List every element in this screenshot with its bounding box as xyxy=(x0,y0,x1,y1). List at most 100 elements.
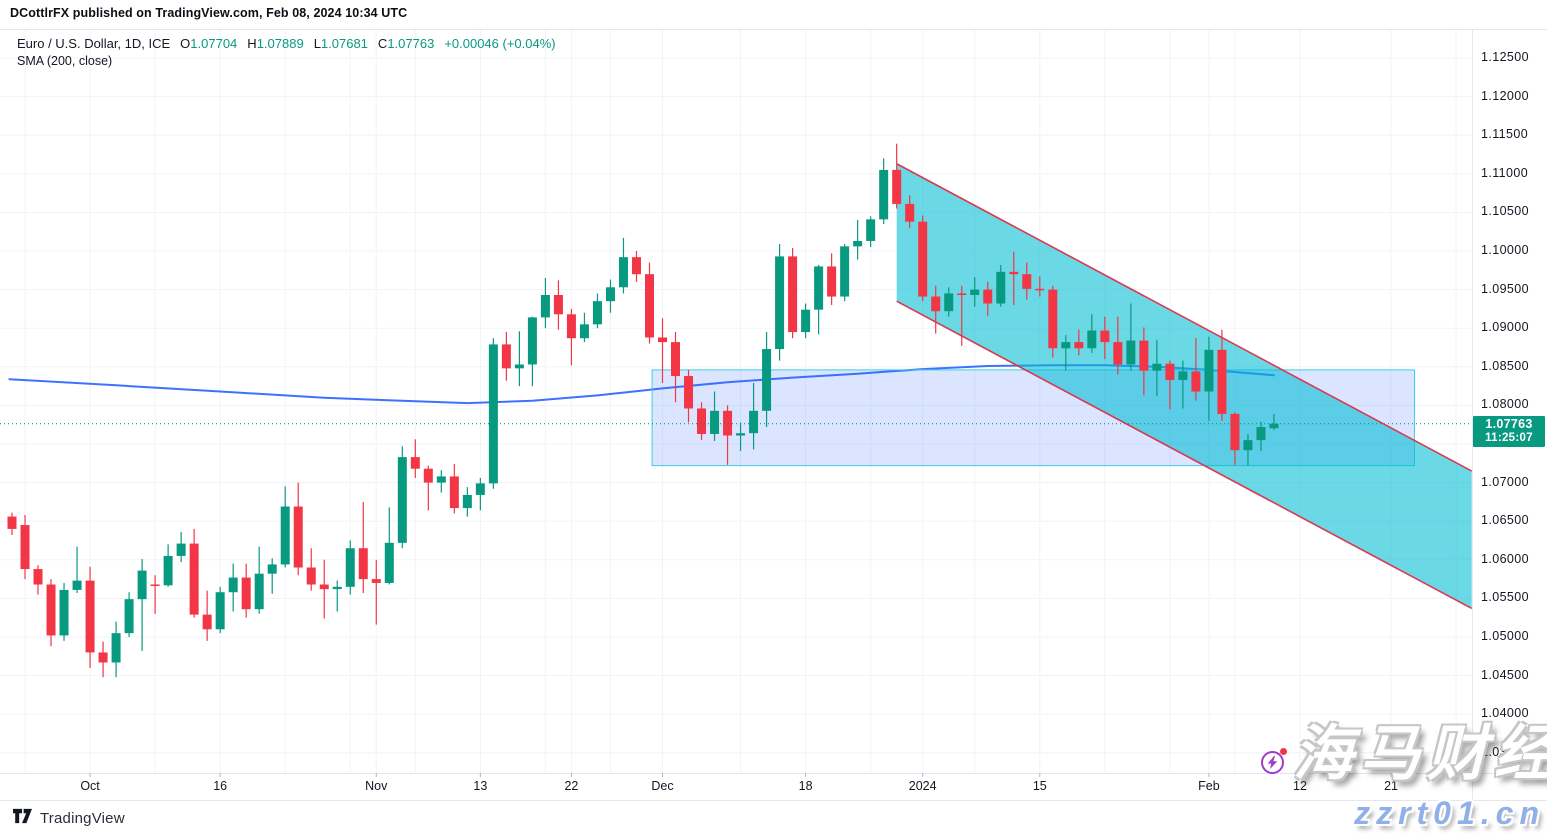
candle xyxy=(736,422,746,451)
candle xyxy=(762,332,772,428)
open-label: O xyxy=(180,36,191,51)
candle xyxy=(514,331,524,387)
candle xyxy=(631,251,641,282)
candle xyxy=(436,470,446,493)
candle xyxy=(605,279,615,313)
price-tick-label: 1.05000 xyxy=(1481,629,1529,643)
candle xyxy=(371,559,381,625)
time-tick-label: 18 xyxy=(798,779,813,793)
lightning-icon xyxy=(1261,751,1284,774)
candle xyxy=(879,158,889,224)
candle xyxy=(697,402,707,441)
candle xyxy=(358,501,368,593)
candle xyxy=(592,293,602,329)
time-tick-label: 22 xyxy=(564,779,579,793)
candle xyxy=(970,277,980,307)
bar-countdown: 11:25:07 xyxy=(1485,432,1533,444)
time-tick-label: 13 xyxy=(473,779,488,793)
price-tick-label: 1.12500 xyxy=(1481,50,1529,64)
time-tick-label: Nov xyxy=(365,779,388,793)
candle xyxy=(1269,413,1279,431)
tradingview-wordmark: TradingView xyxy=(40,810,125,827)
candle xyxy=(618,237,628,294)
candle xyxy=(775,244,785,361)
candle xyxy=(293,482,303,576)
price-tick-label: 1.06500 xyxy=(1481,513,1529,528)
channel-upper-border xyxy=(896,163,1473,472)
candle xyxy=(644,262,654,344)
candle xyxy=(1230,412,1240,465)
candle xyxy=(1035,276,1045,297)
price-tick-label: 1.11500 xyxy=(1481,127,1529,142)
candle xyxy=(189,528,199,618)
tradingview-attribution[interactable]: TradingView xyxy=(12,807,125,830)
candle xyxy=(72,546,82,593)
candle xyxy=(1191,338,1201,401)
candle xyxy=(579,312,589,343)
candle xyxy=(1256,421,1266,451)
price-tick-label: 1.05500 xyxy=(1481,590,1529,605)
candle xyxy=(801,303,811,339)
candle xyxy=(332,580,342,612)
tradingview-logo-icon xyxy=(12,807,33,830)
candle xyxy=(710,391,720,441)
candle xyxy=(150,575,160,614)
watermark-chinese: 海马财经 xyxy=(1293,720,1547,787)
candle xyxy=(931,285,941,334)
descending-channel-fill xyxy=(896,163,1472,609)
candle xyxy=(1178,360,1188,409)
price-tick-label: 1.09500 xyxy=(1481,281,1529,296)
candle xyxy=(449,464,459,514)
candle xyxy=(1087,314,1097,353)
candle xyxy=(85,566,95,668)
symbol-legend[interactable]: Euro / U.S. Dollar, 1D, ICE O 1.07704 H 1.… xyxy=(17,36,556,51)
publish-info: DCottlrFX published on TradingView.com, … xyxy=(10,6,408,20)
candle xyxy=(1243,433,1253,466)
time-tick-label: 2024 xyxy=(908,779,937,793)
candle xyxy=(98,641,108,678)
candle xyxy=(163,544,173,587)
candle xyxy=(137,559,147,651)
high-label: H xyxy=(247,36,257,51)
candle xyxy=(1048,285,1058,358)
price-tick-label: 1.04500 xyxy=(1481,667,1529,682)
candle xyxy=(553,280,563,330)
candle xyxy=(33,565,43,595)
candle xyxy=(788,247,798,339)
candle xyxy=(1061,335,1071,371)
candle xyxy=(892,143,902,209)
candle xyxy=(996,264,1006,307)
events-flash-button[interactable] xyxy=(1261,748,1288,774)
price-tick-label: 1.08000 xyxy=(1481,397,1529,412)
symbol-title[interactable]: Euro / U.S. Dollar, 1D, ICE xyxy=(17,36,171,51)
time-tick-label: 15 xyxy=(1032,779,1047,793)
candle xyxy=(853,220,863,260)
candle xyxy=(475,477,485,511)
low-value: 1.07681 xyxy=(320,36,368,51)
candles-layer xyxy=(7,143,1279,678)
time-tick-label: 16 xyxy=(213,779,228,793)
low-label: L xyxy=(313,36,321,51)
candle xyxy=(944,287,954,317)
change-value: +0.00046 (+0.04%) xyxy=(444,36,556,51)
time-tick-label: 21 xyxy=(1384,779,1398,793)
indicator-legend[interactable]: SMA (200, close) xyxy=(17,54,113,68)
price-tick-label: 1.04000 xyxy=(1481,706,1529,721)
candle xyxy=(1139,327,1149,396)
candle xyxy=(228,563,238,612)
candle xyxy=(1074,329,1084,356)
candle xyxy=(306,548,316,591)
current-price-label: 1.07763 11:25:07 xyxy=(1473,416,1545,447)
grid-lines xyxy=(0,29,1472,773)
current-price-value: 1.07763 xyxy=(1485,417,1533,431)
candle xyxy=(501,332,511,381)
candle xyxy=(1217,329,1227,421)
time-tick-label: Feb xyxy=(1198,779,1220,793)
candle xyxy=(827,253,837,306)
candle xyxy=(918,215,928,302)
high-value: 1.07889 xyxy=(256,36,304,51)
candle xyxy=(1100,316,1110,360)
candle xyxy=(1126,303,1136,371)
